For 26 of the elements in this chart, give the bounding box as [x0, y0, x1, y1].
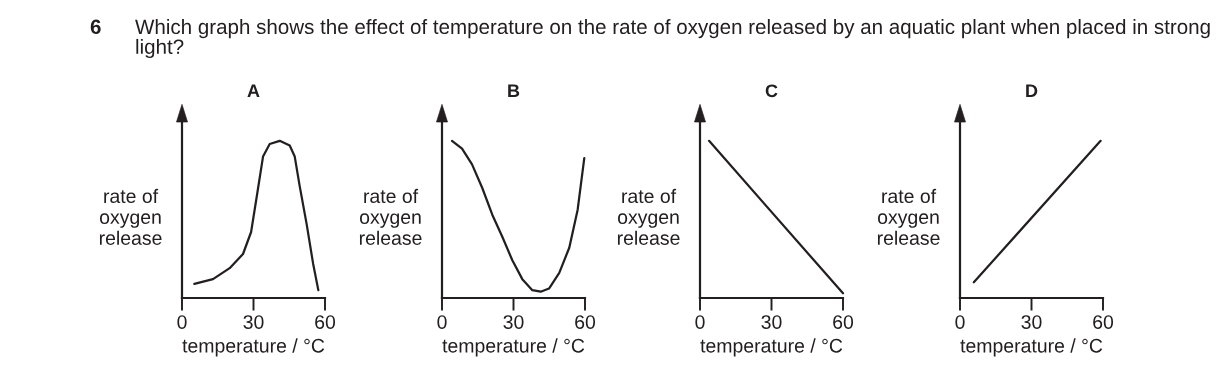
x-tick-label: 0 [955, 315, 965, 329]
x-tick-label: 0 [177, 315, 187, 329]
y-axis-title: rate of oxygen release [359, 188, 422, 245]
y-axis-title: rate of oxygen release [99, 188, 162, 245]
x-axis-title: temperature / °C [442, 338, 585, 357]
x-tick-label: 30 [1021, 315, 1042, 329]
x-axis-title: temperature / °C [960, 338, 1103, 357]
x-tick-label: 60 [315, 315, 336, 329]
chart-title: B [508, 84, 520, 97]
chart-title: C [765, 84, 778, 98]
x-tick-label: 60 [575, 315, 596, 329]
x-tick-label: 60 [833, 315, 854, 329]
text: Which graph shows the effect of temperature on the rate of oxygen released by an aquatic plant when placed in strong light? [135, 19, 1210, 59]
x-tick-label: 60 [1093, 315, 1114, 329]
chart-title: D [1026, 84, 1038, 97]
y-axis-title: rate of oxygen release [617, 188, 680, 245]
x-tick-label: 30 [761, 315, 782, 329]
x-tick-label: 0 [695, 315, 705, 329]
chart-title: A [247, 84, 260, 97]
x-axis-title: temperature / °C [700, 338, 843, 357]
x-tick-label: 30 [503, 315, 524, 329]
text: 6 [90, 19, 101, 35]
y-axis-title: rate of oxygen release [877, 188, 940, 245]
x-axis-title: temperature / °C [182, 338, 325, 357]
x-tick-label: 30 [243, 315, 264, 329]
x-tick-label: 0 [437, 315, 447, 329]
